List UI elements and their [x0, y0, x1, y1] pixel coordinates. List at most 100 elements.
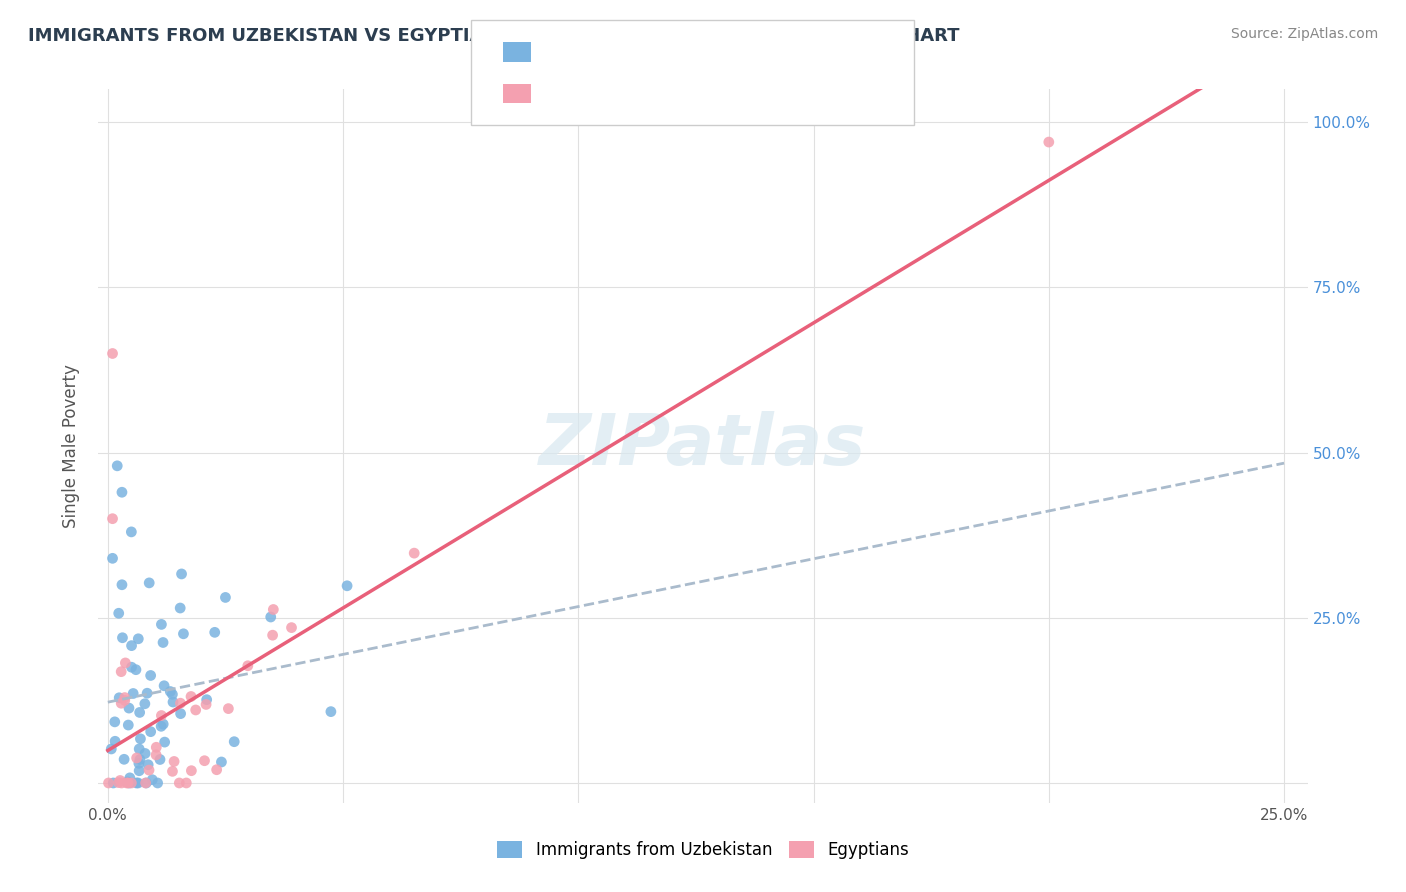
Point — [128, 742, 150, 756]
Y-axis label: Single Male Poverty: Single Male Poverty — [62, 364, 80, 528]
Point — [125, 751, 148, 765]
Point — [111, 631, 134, 645]
Point — [127, 632, 149, 646]
Point — [336, 579, 359, 593]
Point — [149, 752, 172, 766]
Point — [141, 772, 163, 787]
Point — [262, 602, 284, 616]
Point — [135, 776, 157, 790]
Point — [260, 610, 283, 624]
Point — [150, 708, 173, 723]
Point — [214, 591, 236, 605]
Point — [195, 698, 218, 712]
Point — [224, 734, 246, 748]
Point — [97, 776, 120, 790]
Point — [152, 635, 174, 649]
Point — [111, 485, 134, 500]
Point — [136, 757, 159, 772]
Point — [114, 690, 136, 705]
Text: 38: 38 — [683, 85, 709, 103]
Point — [153, 735, 176, 749]
Text: Source: ZipAtlas.com: Source: ZipAtlas.com — [1230, 27, 1378, 41]
Point — [127, 776, 149, 790]
Point — [262, 628, 284, 642]
Point — [117, 776, 139, 790]
Point — [101, 511, 124, 525]
Point — [180, 690, 202, 704]
Point — [145, 740, 167, 755]
Point — [111, 578, 134, 592]
Text: R =: R = — [543, 43, 579, 61]
Point — [135, 776, 157, 790]
Legend: Immigrants from Uzbekistan, Egyptians: Immigrants from Uzbekistan, Egyptians — [491, 834, 915, 866]
Point — [108, 690, 131, 705]
Text: ZIPatlas: ZIPatlas — [540, 411, 866, 481]
Point — [125, 776, 148, 790]
Point — [180, 764, 202, 778]
Point — [159, 684, 181, 698]
Point — [209, 755, 232, 769]
Point — [153, 679, 176, 693]
Point — [176, 776, 198, 790]
Point — [280, 621, 302, 635]
Point — [112, 752, 135, 766]
Point — [128, 756, 150, 771]
Point — [122, 686, 145, 700]
Point — [169, 601, 191, 615]
Point — [136, 686, 159, 700]
Point — [110, 696, 132, 710]
Point — [134, 747, 156, 761]
Point — [172, 627, 194, 641]
Point — [138, 575, 160, 590]
Point — [163, 755, 186, 769]
Text: 63: 63 — [683, 43, 709, 61]
Point — [120, 524, 142, 539]
Point — [150, 719, 173, 733]
Point — [319, 705, 342, 719]
Point — [152, 717, 174, 731]
Point — [117, 718, 139, 732]
Point — [118, 776, 141, 790]
Point — [120, 776, 142, 790]
Point — [104, 734, 127, 748]
Point — [169, 706, 191, 721]
Point — [121, 660, 143, 674]
Point — [129, 753, 152, 767]
Point — [110, 665, 132, 679]
Point — [138, 763, 160, 777]
Point — [104, 714, 127, 729]
Point — [134, 697, 156, 711]
Point — [105, 458, 128, 473]
Point — [121, 639, 143, 653]
Point — [162, 764, 184, 779]
Point — [129, 731, 152, 746]
Text: N =: N = — [648, 85, 685, 103]
Point — [169, 776, 191, 790]
Point — [117, 775, 139, 789]
Text: 0.244: 0.244 — [578, 43, 634, 61]
Point — [128, 764, 150, 778]
Point — [236, 658, 259, 673]
Text: R =: R = — [543, 85, 579, 103]
Point — [193, 754, 215, 768]
Point — [101, 346, 124, 360]
Point — [162, 687, 184, 701]
Point — [107, 775, 129, 789]
Point — [150, 617, 173, 632]
Point — [1038, 135, 1060, 149]
Point — [204, 625, 226, 640]
Point — [114, 656, 136, 670]
Text: IMMIGRANTS FROM UZBEKISTAN VS EGYPTIAN SINGLE MALE POVERTY CORRELATION CHART: IMMIGRANTS FROM UZBEKISTAN VS EGYPTIAN S… — [28, 27, 960, 45]
Point — [139, 724, 162, 739]
Point — [162, 695, 184, 709]
Point — [118, 771, 141, 785]
Point — [103, 776, 125, 790]
Point — [184, 703, 207, 717]
Point — [100, 742, 122, 756]
Point — [108, 773, 131, 788]
Point — [404, 546, 426, 560]
Point — [114, 693, 136, 707]
Point — [101, 551, 124, 566]
Point — [139, 668, 162, 682]
Point — [128, 706, 150, 720]
